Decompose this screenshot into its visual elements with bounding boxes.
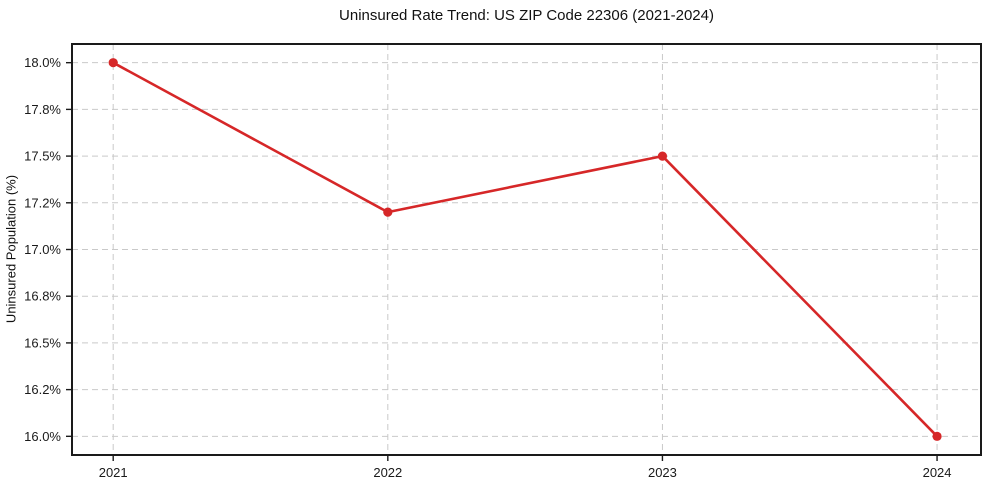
x-tick-label: 2023	[648, 465, 677, 480]
y-tick-label: 17.2%	[24, 195, 61, 210]
chart-title: Uninsured Rate Trend: US ZIP Code 22306 …	[339, 7, 714, 24]
y-tick-label: 16.5%	[24, 335, 61, 350]
plot-border	[71, 43, 982, 456]
x-tick-label: 2024	[923, 465, 952, 480]
x-tick-label: 2022	[373, 465, 402, 480]
data-point-2021	[108, 58, 118, 68]
trend-line	[111, 61, 939, 438]
y-tick-label: 17.5%	[24, 149, 61, 164]
y-tick-label: 17.8%	[24, 102, 61, 117]
x-tick-label: 2021	[99, 465, 128, 480]
y-tick-label: 16.8%	[24, 289, 61, 304]
data-point-2024	[932, 431, 942, 441]
y-tick-label: 16.2%	[24, 382, 61, 397]
y-tick-label: 16.0%	[24, 429, 61, 444]
y-tick-label: 18.0%	[24, 55, 61, 70]
data-point-2023	[657, 151, 668, 161]
y-tick-label: 17.0%	[24, 242, 61, 257]
data-point-2022	[383, 207, 393, 217]
